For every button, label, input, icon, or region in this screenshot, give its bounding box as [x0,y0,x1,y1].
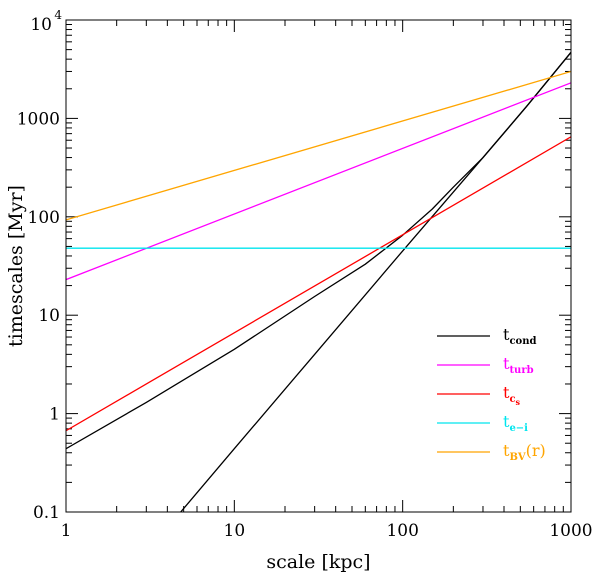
x-axis-title: scale [kpc] [266,551,370,573]
y-tick-exponent: 4 [54,8,62,22]
y-tick-label: 100 [28,208,60,228]
legend: tcond tturb tcs te−i tBV(r) [437,325,546,463]
x-tick-label: 10 [224,521,246,541]
series-line-2 [66,82,571,281]
x-tick-label: 1000 [549,521,592,541]
legend-label: tcond [503,325,536,347]
axis-ticks [65,20,571,513]
y-tick-label: 10 [38,306,60,326]
x-tick-label: 1 [61,521,72,541]
legend-label: te−i [503,412,528,434]
legend-label: tBV(r) [503,441,546,463]
series-line-3 [66,136,571,432]
y-tick-label: 1 [49,405,60,425]
y-tick-label: 1000 [17,109,60,129]
series-line-5 [66,70,571,221]
x-tick-labels: 1 10 100 1000 [61,521,593,541]
series-line-0 [180,51,571,512]
legend-label: tturb [503,354,534,376]
y-tick-label: 0.1 [33,503,60,523]
x-tick-label: 100 [386,521,418,541]
legend-label: tcs [503,383,521,407]
series-lines [66,51,571,512]
y-axis-title: timescales [Myr] [5,185,27,347]
y-tick-label: 10 [30,15,52,35]
plot-frame [65,19,572,513]
